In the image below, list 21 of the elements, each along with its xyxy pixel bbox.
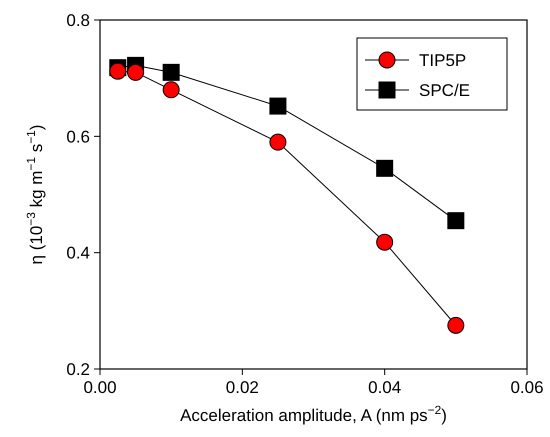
y-tick-label: 0.8 — [66, 11, 90, 30]
point — [447, 212, 464, 230]
point — [109, 62, 126, 80]
x-tick-label: 0.06 — [510, 378, 544, 397]
x-tick-label: 0.00 — [83, 378, 117, 397]
x-tick-label: 0.02 — [226, 378, 259, 397]
point — [162, 81, 180, 98]
y-tick-label: 0.6 — [66, 127, 90, 146]
point — [447, 316, 464, 334]
x-tick-label: 0.04 — [368, 378, 402, 397]
point — [127, 64, 144, 81]
point — [376, 234, 394, 251]
y-tick-label: 0.2 — [66, 360, 90, 379]
point — [269, 98, 286, 115]
point — [376, 160, 394, 177]
y-tick-label: 0.4 — [66, 244, 90, 263]
legend-label: TIP5P — [419, 51, 466, 70]
x-axis-title: Acceleration amplitude, A (nm ps$^{−2}$) — [180, 403, 447, 425]
point — [162, 64, 180, 81]
legend-label: SPC/E — [419, 81, 470, 100]
point — [269, 134, 286, 151]
